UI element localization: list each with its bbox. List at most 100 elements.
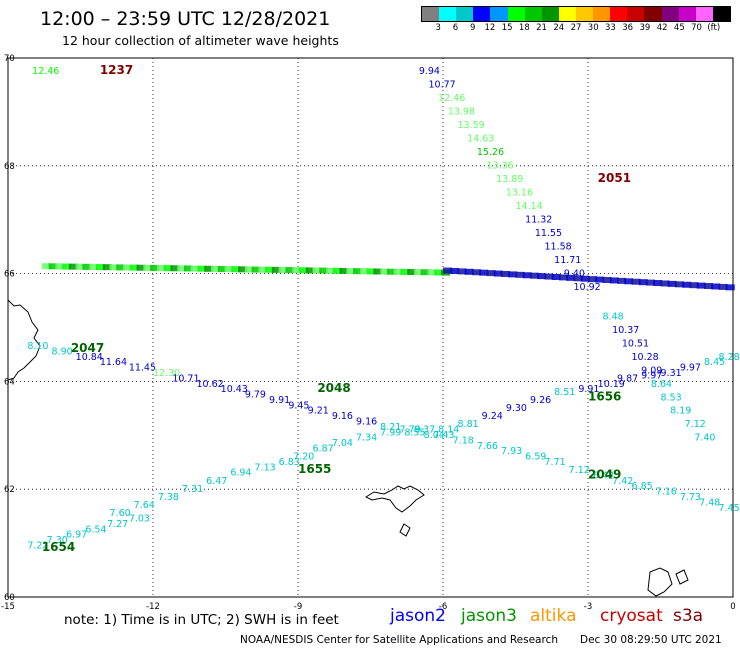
track-band-mark — [75, 263, 85, 270]
swh-value: 8.90 — [52, 346, 73, 357]
legend-label: 24 — [553, 23, 565, 33]
track-band-mark — [204, 265, 214, 272]
legend-label: 36 — [622, 23, 634, 33]
swh-value: 8.14 — [438, 425, 459, 436]
x-tick-label: -6 — [439, 602, 447, 612]
altimeter-tracks: 12.46 1237 9.94 10.77 12.46 13.98 13.59 14.63 15… — [27, 63, 739, 554]
swh-value: 9.97 — [680, 363, 701, 374]
timestamp-text: Dec 30 08:29:50 UTC 2021 — [580, 634, 722, 646]
swh-value: 12.30 — [153, 368, 180, 379]
track-band-mark — [631, 278, 641, 285]
legend-label: 42 — [656, 23, 668, 33]
x-tick-label: 0 — [730, 602, 735, 612]
swh-value: 7.27 — [107, 519, 128, 530]
legend-swatch — [593, 7, 611, 21]
swh-value: 7.34 — [356, 433, 377, 444]
legend-label: 12 — [484, 23, 496, 33]
track-band-mark — [89, 263, 99, 270]
track-band-mark — [62, 263, 72, 270]
legend-label: 39 — [639, 23, 651, 33]
swh-value: 8.53 — [661, 392, 682, 403]
legend-swatch — [439, 7, 457, 21]
track-band-mark — [420, 269, 430, 276]
swh-value: 9.21 — [308, 406, 329, 417]
swh-value: 7.60 — [110, 508, 131, 519]
swh-value: 11.64 — [100, 357, 127, 368]
swh-value: 7.20 — [293, 452, 314, 463]
swh-value: 10.84 — [76, 352, 103, 363]
legend-label: (ft) — [707, 23, 721, 33]
legend-label: 45 — [673, 23, 685, 33]
legend-swatch — [610, 7, 628, 21]
legend-swatch — [541, 7, 559, 21]
swh-value: 7.66 — [477, 441, 498, 452]
swh-value: 8.51 — [554, 387, 575, 398]
axis-labels: -15 -12 -9 -6 -3 0 60 62 64 66 68 70 — [1, 54, 736, 612]
track-band-mark — [177, 265, 187, 272]
track-band-mark — [711, 283, 721, 290]
swh-value: 13.16 — [506, 187, 533, 198]
legend-swatches — [421, 6, 731, 22]
swh-value: 9.16 — [332, 411, 353, 422]
map-frame — [7, 57, 734, 598]
track-band-mark — [501, 270, 510, 277]
swh-value: 9.91 — [578, 384, 599, 395]
legend-swatch — [558, 7, 576, 21]
track-band-mark — [82, 263, 92, 270]
map-grid — [7, 57, 734, 598]
legend-swatch — [490, 7, 508, 21]
swh-value: 8.10 — [27, 341, 48, 352]
swh-value: 15.26 — [477, 147, 504, 158]
legend-swatch — [507, 7, 525, 21]
pass-2051: 9.94 10.77 12.46 13.98 13.59 14.63 15.26 13.36 1… — [419, 66, 716, 444]
track-band-mark — [653, 280, 663, 287]
track-band-mark — [457, 268, 467, 275]
legend-label: 27 — [570, 23, 582, 33]
swh-value: 11.71 — [554, 255, 581, 266]
pass-time-label: 2047 — [71, 341, 104, 355]
swh-value: 9.97 — [641, 371, 662, 382]
satellite-jason2: jason2 — [390, 606, 446, 626]
track-band-mark — [265, 266, 275, 273]
track-band-mark — [217, 266, 227, 273]
track-band-mark — [573, 275, 583, 282]
y-tick-label: 66 — [4, 270, 15, 280]
swh-value: 9.16 — [356, 417, 377, 428]
swh-value: 13.89 — [496, 174, 523, 185]
track-band-mark — [258, 266, 268, 273]
swh-value: 8.64 — [651, 379, 672, 390]
swh-value: 6.94 — [230, 468, 251, 479]
satellite-s3a: s3a — [673, 606, 704, 626]
swh-value: 7.12 — [685, 419, 706, 430]
track-band-mark — [530, 272, 539, 279]
swh-value: 10.71 — [172, 373, 199, 384]
track-band-mark — [190, 265, 200, 272]
swh-value: 7.93 — [501, 446, 522, 457]
track-band-mark — [479, 269, 489, 276]
satellite-cryosat: cryosat — [600, 606, 663, 626]
swh-value: 9.91 — [269, 395, 290, 406]
satellite-altika: altika — [530, 606, 577, 626]
track-band-mark — [231, 266, 241, 273]
track-band-mark — [624, 278, 634, 285]
legend-swatch — [712, 7, 730, 21]
track-band-mark — [667, 280, 677, 287]
swh-value: 7.42 — [612, 476, 633, 487]
pass-1237: 12.46 1237 — [32, 63, 133, 77]
track-band-mark — [559, 274, 568, 281]
swh-value: 6.54 — [85, 524, 106, 535]
track-band-mark — [41, 263, 51, 270]
iceland-coast — [7, 299, 41, 381]
track-band-mark — [136, 264, 146, 271]
track-band-mark — [443, 267, 452, 274]
swh-value: 7.12 — [569, 465, 590, 476]
swh-value: 7.16 — [656, 487, 677, 498]
shetland-islands — [647, 567, 689, 597]
swh-value: 6.97 — [66, 530, 87, 541]
track-band-mark — [211, 265, 220, 272]
track-band-mark — [298, 267, 308, 274]
swh-value: 9.79 — [245, 390, 266, 401]
